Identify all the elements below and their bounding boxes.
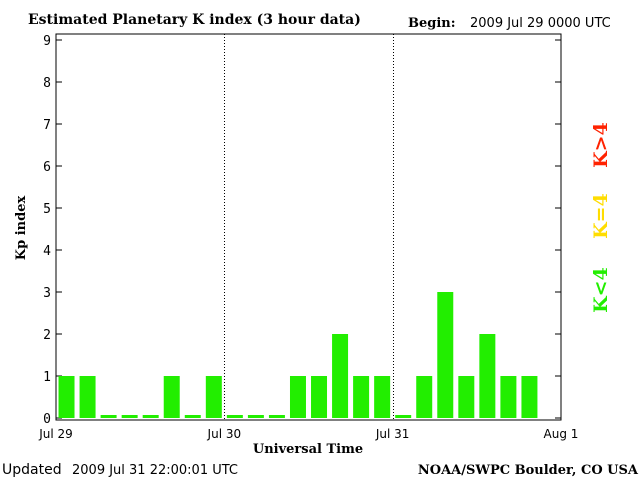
day-dividers <box>224 34 394 420</box>
legend-label: K<4 <box>590 267 612 313</box>
legend: K>4 K=4 K<4 <box>590 122 612 313</box>
source-credit: NOAA/SWPC Boulder, CO USA <box>418 463 639 478</box>
kp-bar <box>184 415 201 418</box>
kp-bar <box>289 376 306 418</box>
kp-bars <box>58 292 538 418</box>
begin-label: Begin: <box>408 16 456 31</box>
kp-bar <box>205 376 222 418</box>
y-tick-label: 5 <box>43 202 51 217</box>
y-tick-label: 3 <box>43 286 51 301</box>
kp-bar <box>353 376 370 418</box>
y-tick-label: 9 <box>43 34 51 49</box>
kp-bar <box>247 415 264 418</box>
x-tick-label: Aug 1 <box>544 427 579 441</box>
kp-bar <box>142 415 159 418</box>
updated-label: Updated <box>2 462 62 478</box>
y-tick-label: 8 <box>43 76 51 91</box>
y-tick-label: 6 <box>43 160 51 175</box>
kp-bar <box>437 292 454 418</box>
kp-bar <box>521 376 538 418</box>
y-tick-label: 0 <box>43 412 51 427</box>
y-tick-label: 2 <box>43 328 51 343</box>
legend-label: K>4 <box>590 122 612 168</box>
kp-bar <box>500 376 517 418</box>
kp-bar <box>458 376 475 418</box>
kp-bar <box>374 376 391 418</box>
legend-label: K=4 <box>590 193 612 239</box>
x-tick-label: Jul 31 <box>375 427 410 441</box>
kp-bar <box>58 376 75 418</box>
kp-bar <box>163 376 180 418</box>
kp-bar <box>79 376 96 418</box>
plot-area <box>55 33 562 421</box>
x-tick-label: Jul 30 <box>207 427 242 441</box>
kp-bar <box>100 415 117 418</box>
begin-value: 2009 Jul 29 0000 UTC <box>470 16 611 31</box>
x-axis-label: Universal Time <box>253 442 363 457</box>
y-axis: 0 1 2 3 4 5 6 7 8 9 <box>43 34 561 427</box>
kp-bar <box>268 415 285 418</box>
chart-title: Estimated Planetary K index (3 hour data… <box>28 12 361 28</box>
kp-bar <box>226 415 243 418</box>
y-tick-label: 4 <box>43 244 51 259</box>
kp-bar <box>332 334 349 418</box>
kp-bar <box>311 376 328 418</box>
kp-bar <box>416 376 433 418</box>
x-axis: Jul 29 Jul 30 Jul 31 Aug 1 <box>38 427 578 441</box>
kp-bar <box>479 334 496 418</box>
y-axis-label: Kp index <box>14 196 29 261</box>
y-tick-label: 1 <box>43 370 51 385</box>
kp-bar <box>121 415 138 418</box>
kp-bar <box>395 415 412 418</box>
y-tick-label: 7 <box>43 118 51 133</box>
x-tick-label: Jul 29 <box>38 427 73 441</box>
updated-value: 2009 Jul 31 22:00:01 UTC <box>72 463 238 478</box>
